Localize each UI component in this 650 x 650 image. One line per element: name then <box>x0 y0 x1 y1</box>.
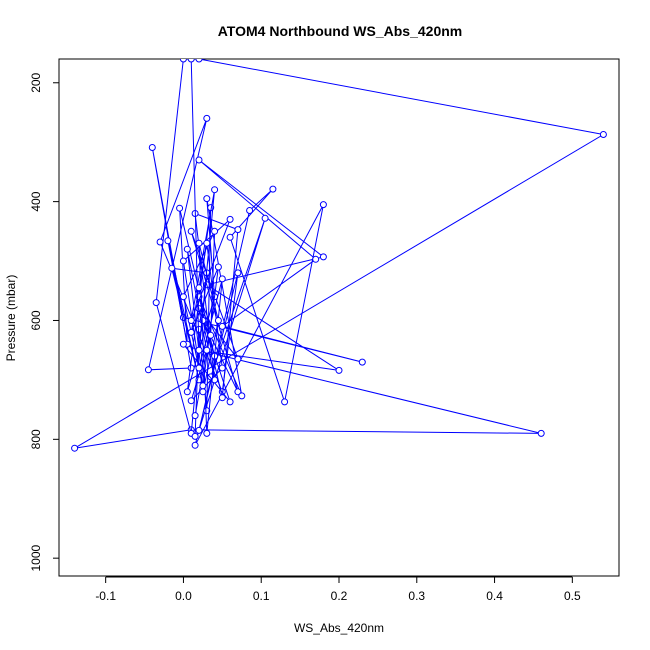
data-point <box>312 255 320 263</box>
data-point <box>191 412 199 420</box>
data-point <box>187 317 195 324</box>
data-point <box>148 144 156 151</box>
data-point <box>191 432 199 440</box>
plot-border <box>58 58 620 577</box>
chart-title: ATOM4 Northbound WS_Abs_420nm <box>218 23 463 39</box>
data-point <box>211 227 219 235</box>
y-tick-label: 1000 <box>29 545 43 572</box>
data-point <box>195 59 203 63</box>
data-point <box>187 227 195 235</box>
data-point <box>164 237 172 245</box>
data-point <box>214 317 222 324</box>
data-point <box>187 397 195 405</box>
data-point <box>203 195 211 203</box>
y-tick-label: 200 <box>29 72 43 92</box>
data-point <box>183 388 191 396</box>
data-point <box>179 257 187 265</box>
data-point <box>152 299 160 307</box>
data-point <box>218 364 226 372</box>
data-point <box>246 207 254 214</box>
x-axis-label: WS_Abs_420nm <box>294 621 384 635</box>
data-point <box>226 233 234 241</box>
plot-frame <box>58 58 620 577</box>
data-point <box>234 388 242 396</box>
data-point <box>179 293 187 301</box>
data-point <box>156 238 164 246</box>
data-point <box>281 398 289 406</box>
y-axis-label: Pressure (mbar) <box>4 275 18 362</box>
data-point <box>195 156 203 164</box>
data-point <box>195 426 203 434</box>
data-point <box>199 382 207 390</box>
data-point <box>214 263 222 271</box>
data-point <box>71 444 79 452</box>
data-point <box>168 264 176 272</box>
data-point <box>195 239 203 247</box>
data-point <box>183 245 191 253</box>
data-point <box>207 331 215 339</box>
data-point <box>218 275 226 283</box>
data-point <box>599 131 607 138</box>
data-point <box>261 214 269 222</box>
x-axis: -0.1 0.0 0.1 0.2 0.3 0.4 0.5 <box>95 576 581 603</box>
data-point <box>226 398 234 406</box>
data-point <box>537 429 545 437</box>
x-tick-label: 0.1 <box>253 589 270 603</box>
data-point <box>203 407 211 415</box>
data-point <box>203 239 211 247</box>
x-tick-label: 0.0 <box>175 589 192 603</box>
data-point <box>203 429 211 437</box>
y-axis: 200 400 600 800 1000 <box>29 72 60 572</box>
x-tick-label: 0.3 <box>408 589 425 603</box>
data-point <box>319 253 327 261</box>
data-point <box>211 186 219 194</box>
data-point <box>238 392 246 400</box>
x-tick-label: -0.1 <box>95 589 116 603</box>
y-tick-label: 600 <box>29 310 43 330</box>
x-tick-label: 0.5 <box>564 589 581 603</box>
data-point <box>191 441 199 449</box>
data-point <box>218 394 226 402</box>
data-point <box>203 346 211 354</box>
data-point <box>218 322 226 330</box>
plot-area <box>71 59 607 452</box>
data-point <box>199 388 207 396</box>
data-point <box>226 215 234 223</box>
data-point <box>269 185 277 193</box>
data-point <box>234 355 242 363</box>
data-point <box>195 364 203 372</box>
data-point <box>335 366 343 374</box>
data-point <box>319 201 327 209</box>
data-point <box>187 328 195 336</box>
data-point <box>144 366 152 374</box>
data-point <box>195 346 203 354</box>
series-line <box>74 59 605 449</box>
data-point <box>358 358 366 366</box>
data-point <box>176 204 184 212</box>
x-tick-label: 0.2 <box>331 589 348 603</box>
y-tick-label: 800 <box>29 429 43 449</box>
data-point <box>203 114 211 122</box>
data-point <box>195 284 203 292</box>
y-tick-label: 400 <box>29 191 43 211</box>
data-point <box>234 269 242 277</box>
data-point <box>234 226 242 234</box>
data-point <box>187 59 195 63</box>
x-tick-label: 0.4 <box>486 589 503 603</box>
series-line <box>155 59 243 437</box>
data-point <box>179 340 187 348</box>
data-point <box>179 59 187 63</box>
